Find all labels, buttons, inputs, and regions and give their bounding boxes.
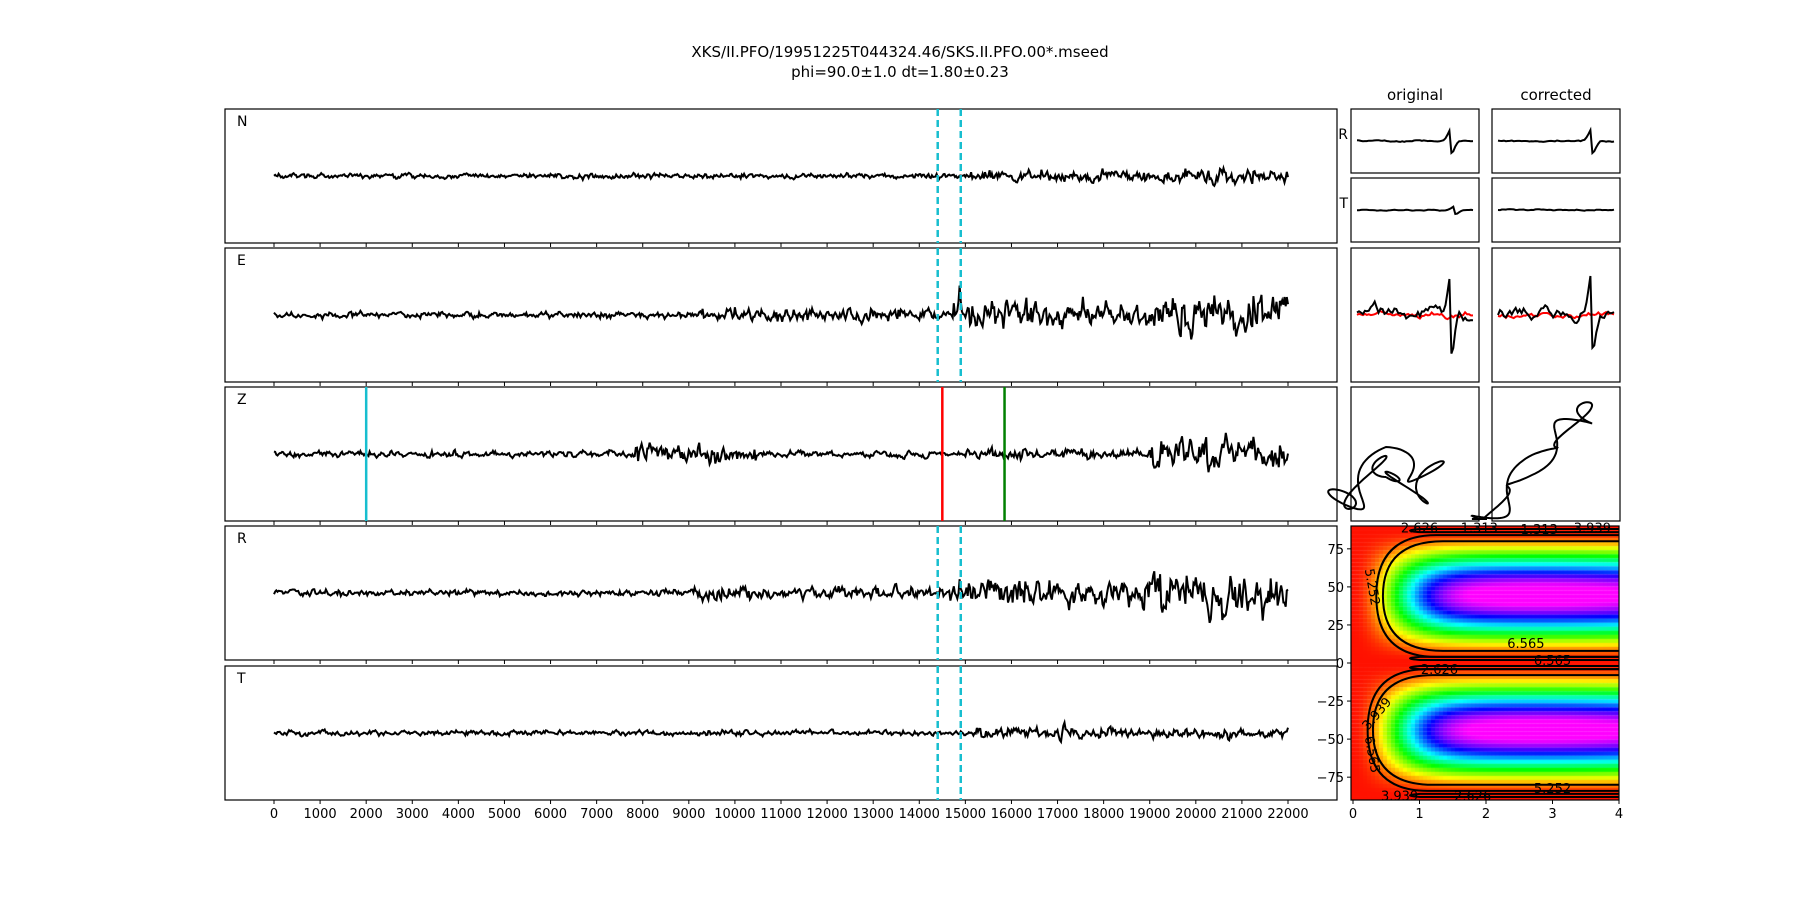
contour-label: 6.565 <box>1361 735 1382 774</box>
surface-y-tick-label: 25 <box>1327 619 1344 634</box>
contour-line <box>1409 655 1619 661</box>
surface-y-tick-label: −75 <box>1317 771 1344 786</box>
x-tick-label: 3000 <box>396 807 429 822</box>
original-r-panel <box>1350 108 1480 174</box>
contour-line <box>1409 528 1619 534</box>
x-tick-label: 2000 <box>350 807 383 822</box>
waveform-n <box>273 164 1289 188</box>
trace-label-z: Z <box>237 392 247 408</box>
corrected-r-panel <box>1491 108 1621 174</box>
contour-label: 1.313 <box>1461 522 1498 537</box>
contour-line <box>1409 665 1619 671</box>
original-particle-motion-panel <box>1350 386 1480 522</box>
x-tick-label: 10000 <box>714 807 755 822</box>
contour-label: 1.313 <box>1521 523 1558 538</box>
small-label-r: R <box>1338 127 1348 143</box>
contour-label: 2.626 <box>1421 663 1458 678</box>
trace-label-t: T <box>236 671 246 687</box>
waveform-e <box>273 285 1289 340</box>
corrected-reference-trace <box>1497 275 1615 351</box>
waveform-t <box>273 718 1289 745</box>
contour-label: 6.565 <box>1507 637 1544 652</box>
x-tick-label: 16000 <box>991 807 1032 822</box>
waveform-r <box>273 571 1289 624</box>
x-tick-label: 21000 <box>1221 807 1262 822</box>
contour-line <box>1409 792 1619 798</box>
figure-title-line2: phi=90.0±1.0 dt=1.80±0.23 <box>791 63 1009 81</box>
x-tick-label: 9000 <box>672 807 705 822</box>
x-tick-label: 5000 <box>488 807 521 822</box>
x-tick-label: 11000 <box>760 807 801 822</box>
x-tick-label: 0 <box>270 807 278 822</box>
trace-label-e: E <box>237 253 246 269</box>
contour-label: 5.252 <box>1534 782 1571 797</box>
original-r-trace <box>1356 127 1474 155</box>
contour-label: 2.626 <box>1401 522 1438 537</box>
surface-x-tick-label: 0 <box>1349 807 1357 822</box>
x-tick-label: 8000 <box>626 807 659 822</box>
contour-label: 5.252 <box>1361 568 1382 607</box>
original-waveform-panel <box>1350 247 1480 383</box>
contour-label: 3.939 <box>1381 789 1418 804</box>
x-tick-label: 13000 <box>853 807 894 822</box>
x-tick-label: 1000 <box>304 807 337 822</box>
small-label-t: T <box>1338 196 1348 212</box>
contour-line <box>1371 674 1619 786</box>
contour-line <box>1375 534 1619 658</box>
error-surface-frame <box>1350 525 1620 801</box>
x-tick-label: 12000 <box>806 807 847 822</box>
corrected-r-trace <box>1497 126 1615 156</box>
surface-y-tick-label: 50 <box>1327 581 1344 596</box>
corrected-shifted-trace <box>1497 310 1615 320</box>
corrected-waveform-panel <box>1491 247 1621 383</box>
contour-label: 2.626 <box>1454 789 1491 804</box>
x-tick-label: 6000 <box>534 807 567 822</box>
column-title-corrected: corrected <box>1520 86 1591 104</box>
surface-y-tick-label: 0 <box>1336 657 1344 672</box>
x-tick-label: 18000 <box>1083 807 1124 822</box>
trace-label-r: R <box>237 531 247 547</box>
surface-y-tick-label: −50 <box>1317 733 1344 748</box>
x-tick-label: 15000 <box>945 807 986 822</box>
error-surface-heatmap <box>1351 526 1619 800</box>
contour-line <box>1381 540 1619 652</box>
original-t-panel <box>1350 177 1480 243</box>
corrected-particle-motion-panel <box>1491 386 1621 522</box>
surface-x-tick-label: 3 <box>1548 807 1556 822</box>
corrected-particle-motion <box>1470 401 1594 520</box>
x-tick-label: 4000 <box>442 807 475 822</box>
x-tick-label: 22000 <box>1267 807 1308 822</box>
x-tick-label: 20000 <box>1175 807 1216 822</box>
original-t-trace <box>1357 205 1474 216</box>
waveform-z <box>273 432 1289 473</box>
x-tick-label: 7000 <box>580 807 613 822</box>
contour-label: 6.565 <box>1534 654 1571 669</box>
original-reference-trace <box>1356 278 1474 354</box>
surface-x-tick-label: 2 <box>1482 807 1490 822</box>
contour-label: 3.939 <box>1574 522 1611 537</box>
figure-title-line1: XKS/II.PFO/19951225T044324.46/SKS.II.PFO… <box>691 43 1108 61</box>
original-particle-motion <box>1327 445 1445 511</box>
x-tick-label: 19000 <box>1129 807 1170 822</box>
contour-line <box>1366 668 1619 792</box>
x-tick-label: 17000 <box>1037 807 1078 822</box>
column-title-original: original <box>1387 86 1443 104</box>
corrected-t-trace <box>1497 208 1615 212</box>
surface-y-tick-label: 75 <box>1327 543 1344 558</box>
corrected-t-panel <box>1491 177 1621 243</box>
contour-label: 3.939 <box>1360 695 1395 733</box>
surface-x-tick-label: 4 <box>1615 807 1623 822</box>
x-tick-label: 14000 <box>899 807 940 822</box>
surface-x-tick-label: 1 <box>1415 807 1423 822</box>
surface-y-tick-label: −25 <box>1317 695 1344 710</box>
trace-label-n: N <box>237 114 247 130</box>
